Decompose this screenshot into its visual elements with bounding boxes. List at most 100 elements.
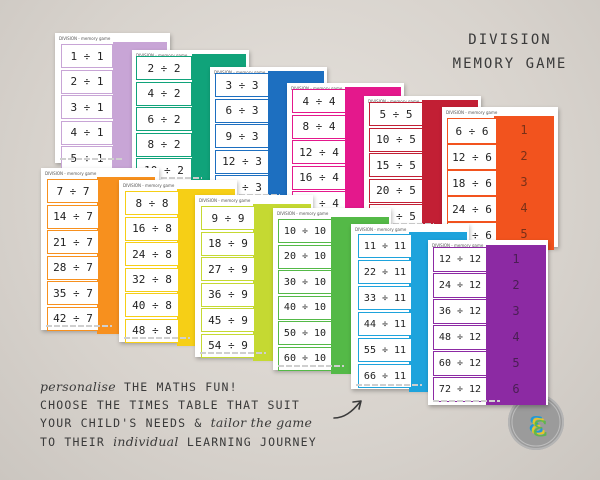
division-card: 24 ÷ 12 xyxy=(433,273,487,298)
worksheet-header: DIVISION - memory game xyxy=(432,243,484,248)
promo-line-4-start: TO THEIR xyxy=(40,434,114,449)
division-card: 3 ÷ 3 xyxy=(215,73,269,97)
division-card: 16 ÷ 8 xyxy=(125,216,179,241)
division-card: 45 ÷ 9 xyxy=(201,308,255,332)
division-card: 6 ÷ 6 xyxy=(447,118,497,144)
worksheet-header: DIVISION - memory game xyxy=(136,52,245,59)
division-card: 5 ÷ 5 xyxy=(369,102,423,126)
promo-line-2: CHOOSE THE TIMES TABLE THAT SUIT xyxy=(40,397,300,412)
worksheet-header: DIVISION - memory game xyxy=(214,69,323,76)
colour-band xyxy=(494,116,554,250)
footer-fine-print xyxy=(46,325,112,327)
division-card: 72 ÷ 12 xyxy=(433,377,487,402)
worksheet-header: DIVISION - memory game xyxy=(123,183,175,188)
footer-fine-print xyxy=(60,158,124,160)
division-card: 2 ÷ 1 xyxy=(61,69,113,94)
division-card: 11 ÷ 11 xyxy=(358,234,412,258)
answer-card: 2 xyxy=(520,149,528,163)
division-card: 6 ÷ 3 xyxy=(215,98,269,123)
promo-line-1: personalise THE MATHS FUN! xyxy=(40,378,360,397)
answer-card: 3 xyxy=(512,303,520,318)
answer-card: 5 xyxy=(512,355,520,370)
svg-text:ε: ε xyxy=(528,405,544,440)
division-card: 12 ÷ 6 xyxy=(447,144,497,170)
division-card: 12 ÷ 4 xyxy=(292,140,346,164)
answer-card: 4 xyxy=(512,329,520,344)
promo-line-4: TO THEIR individual LEARNING JOURNEY xyxy=(40,433,360,452)
division-card: 18 ÷ 6 xyxy=(447,170,497,196)
footer-fine-print xyxy=(124,337,190,339)
worksheet-div12: DIVISION - memory game 12 ÷ 12 24 ÷ 12 36 ÷… xyxy=(428,240,548,405)
division-card: 8 ÷ 8 xyxy=(125,191,179,215)
division-card: 40 ÷ 10 xyxy=(278,295,332,320)
division-card: 60 ÷ 12 xyxy=(433,351,487,376)
division-card: 4 ÷ 4 xyxy=(292,89,346,113)
division-card: 22 ÷ 11 xyxy=(358,260,412,284)
division-card: 36 ÷ 12 xyxy=(433,299,487,324)
title-line-2: MEMORY GAME xyxy=(452,56,568,72)
logo-mark-icon: ε ε ε xyxy=(511,397,561,447)
answer-card: 1 xyxy=(512,251,520,266)
worksheet-header: DIVISION - memory game xyxy=(59,36,111,41)
promo-text: personalise THE MATHS FUN! CHOOSE THE TI… xyxy=(40,378,360,451)
division-card: 27 ÷ 9 xyxy=(201,257,255,281)
worksheet-header: DIVISION - memory game xyxy=(355,227,407,232)
division-card: 35 ÷ 7 xyxy=(47,281,99,305)
worksheet-header: DIVISION - memory game xyxy=(199,198,251,203)
worksheet-header: DIVISION - memory game xyxy=(291,85,400,92)
answer-card: 6 xyxy=(512,381,520,396)
division-card: 55 ÷ 11 xyxy=(358,338,412,362)
footer-fine-print xyxy=(137,177,203,179)
division-card: 1 ÷ 1 xyxy=(61,44,113,68)
division-card: 40 ÷ 8 xyxy=(125,293,179,317)
division-card: 20 ÷ 5 xyxy=(369,178,423,203)
promo-line-3: YOUR CHILD'S NEEDS & tailor the game xyxy=(40,414,360,433)
division-card: 44 ÷ 11 xyxy=(358,312,412,336)
division-card: 4 ÷ 1 xyxy=(61,120,113,145)
division-card: 28 ÷ 7 xyxy=(47,255,99,280)
division-card: 2 ÷ 2 xyxy=(136,56,192,80)
division-card: 50 ÷ 10 xyxy=(278,321,332,345)
promo-accent-individual: individual xyxy=(113,433,179,449)
worksheet-header: DIVISION - memory game xyxy=(277,211,329,216)
answer-card: 5 xyxy=(520,227,528,241)
division-card: 12 ÷ 12 xyxy=(433,247,487,272)
division-card: 16 ÷ 4 xyxy=(292,165,346,190)
product-title: DIVISION MEMORY GAME xyxy=(430,28,590,76)
answer-card: 3 xyxy=(520,175,528,189)
footer-fine-print xyxy=(356,384,422,386)
worksheet-header: DIVISION - memory game xyxy=(45,171,97,176)
svg-text:ε: ε xyxy=(532,409,548,444)
division-card: 18 ÷ 9 xyxy=(201,231,255,256)
worksheet-header: DIVISION - memory game xyxy=(446,110,498,115)
colour-band xyxy=(486,245,546,405)
division-card: 15 ÷ 5 xyxy=(369,153,423,177)
promo-line-3-start: YOUR CHILD'S NEEDS & xyxy=(40,416,211,430)
promo-line-1-rest: THE MATHS FUN! xyxy=(115,380,238,394)
promo-accent-tailor: tailor the game xyxy=(210,415,313,430)
division-card: 21 ÷ 7 xyxy=(47,230,99,254)
division-card: 30 ÷ 10 xyxy=(278,270,332,294)
title-line-1: DIVISION xyxy=(468,32,552,48)
division-card: 12 ÷ 3 xyxy=(215,149,269,174)
division-card: 24 ÷ 8 xyxy=(125,242,179,266)
answer-card: 2 xyxy=(512,277,520,292)
division-card: 10 ÷ 5 xyxy=(369,127,423,152)
division-card: 4 ÷ 2 xyxy=(136,81,192,106)
division-card: 9 ÷ 9 xyxy=(201,206,255,230)
footer-fine-print xyxy=(200,352,266,354)
footer-fine-print xyxy=(278,365,344,367)
division-card: 20 ÷ 10 xyxy=(278,244,332,269)
promo-accent-personalise: personalise xyxy=(40,379,116,394)
division-card: 8 ÷ 4 xyxy=(292,114,346,139)
division-card: 3 ÷ 1 xyxy=(61,95,113,119)
division-card: 7 ÷ 7 xyxy=(47,179,99,203)
worksheet-header: DIVISION - memory game xyxy=(368,98,477,105)
division-card: 9 ÷ 3 xyxy=(215,124,269,148)
division-card: 24 ÷ 6 xyxy=(447,196,497,222)
division-card: 36 ÷ 9 xyxy=(201,282,255,307)
division-card: 32 ÷ 8 xyxy=(125,267,179,292)
svg-text:ε: ε xyxy=(530,407,546,442)
answer-card: 1 xyxy=(520,123,528,137)
